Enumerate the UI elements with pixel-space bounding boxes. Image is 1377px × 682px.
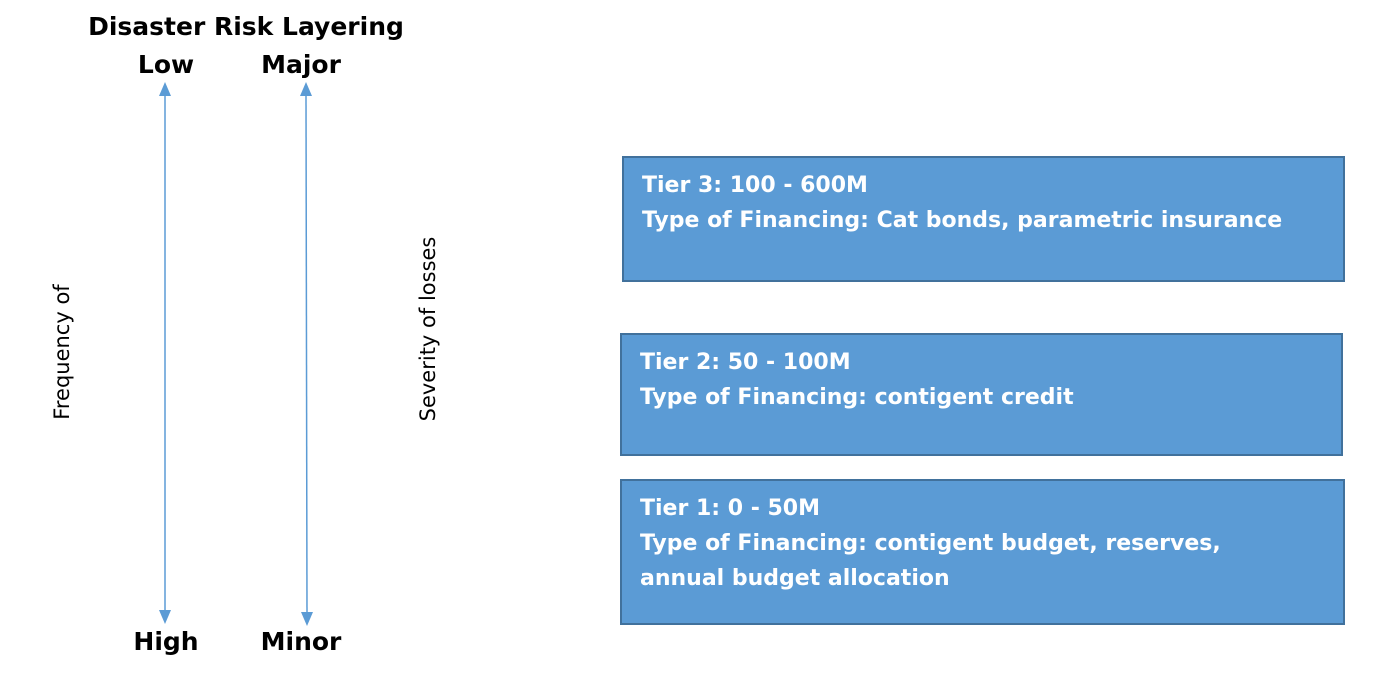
severity-arrow-head-up — [300, 82, 312, 96]
tier-2-box: Tier 2: 50 - 100M Type of Financing: con… — [620, 333, 1343, 456]
tier-2-financing: Type of Financing: contigent credit — [640, 385, 1074, 410]
frequency-arrow-head-down — [159, 610, 171, 624]
frequency-bottom-label: High — [133, 627, 199, 656]
severity-bottom-label: Minor — [260, 627, 342, 656]
frequency-arrow — [159, 82, 171, 624]
severity-arrow-shaft — [305, 95, 308, 615]
severity-arrow-head-down — [301, 612, 313, 626]
frequency-arrow-head-up — [159, 82, 171, 96]
tier-3-heading: Tier 3: 100 - 600M — [642, 173, 868, 198]
tier-2-heading: Tier 2: 50 - 100M — [640, 350, 851, 375]
tier-1-box: Tier 1: 0 - 50M Type of Financing: conti… — [620, 479, 1345, 625]
severity-top-label: Major — [261, 50, 341, 79]
tier-1-heading: Tier 1: 0 - 50M — [640, 496, 821, 521]
severity-arrow — [300, 82, 313, 626]
tier-3-box: Tier 3: 100 - 600M Type of Financing: Ca… — [622, 156, 1345, 282]
frequency-top-label: Low — [137, 50, 195, 79]
severity-axis-label: Severity of losses — [416, 236, 440, 422]
diagram-title: Disaster Risk Layering — [88, 12, 404, 41]
frequency-axis-label: Frequency of — [50, 284, 74, 420]
tier-1-financing: Type of Financing: contigent budget, res… — [640, 531, 1221, 591]
tier-3-financing: Type of Financing: Cat bonds, parametric… — [642, 208, 1283, 233]
